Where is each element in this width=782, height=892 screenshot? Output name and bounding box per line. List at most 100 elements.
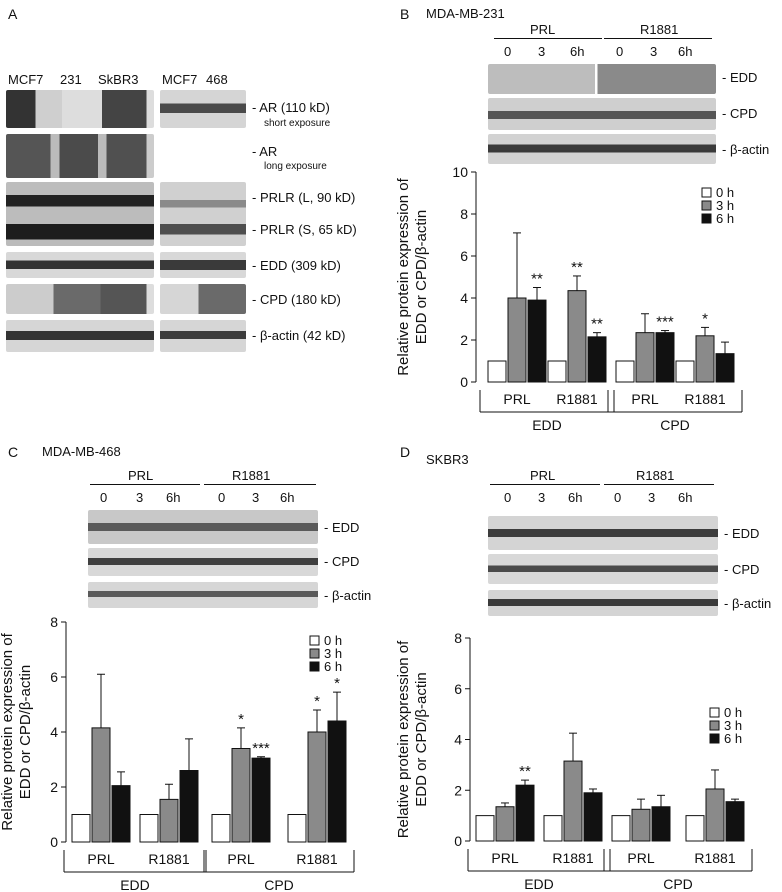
panel-c-letter: C — [8, 444, 19, 460]
header-rule-prl — [494, 38, 602, 39]
blot-c-cpd — [88, 548, 318, 576]
bar — [631, 808, 651, 842]
y-tick-label: 10 — [452, 164, 468, 180]
group-label: CPD — [660, 417, 690, 433]
legend-swatch — [309, 635, 320, 646]
bar — [71, 814, 91, 843]
header-rule-r1881 — [604, 38, 712, 39]
y-axis-label: Relative protein expression of — [395, 640, 412, 838]
category-label: PRL — [503, 391, 530, 407]
y-tick-label: 6 — [460, 248, 468, 264]
panel-b-letter: B — [400, 6, 410, 22]
bar — [567, 290, 587, 383]
blot-cpd-right — [160, 284, 246, 314]
legend-label: 0 h — [324, 633, 342, 648]
lane-label-skbr3: SkBR3 — [98, 72, 139, 87]
d-rule-r1881 — [604, 484, 714, 485]
bar — [179, 770, 199, 843]
blot-d-label-cpd: - CPD — [724, 562, 760, 577]
bar — [287, 814, 307, 843]
bar — [111, 785, 131, 843]
c-time-6h: 6h — [166, 490, 181, 505]
bar — [705, 788, 725, 842]
bar — [675, 360, 695, 383]
group-label: CPD — [663, 876, 693, 892]
band-label-edd: - EDD (309 kD) — [252, 258, 341, 273]
c-time-3: 3 — [136, 490, 144, 505]
legend-label: 3 h — [324, 646, 342, 661]
d-rule-prl — [490, 484, 600, 485]
d-time-3: 3 — [538, 490, 546, 505]
panel-d: D SKBR3 PRL R1881 0 3 6h 0 3 6h - EDD - … — [392, 440, 782, 892]
y-tick-label: 4 — [454, 732, 462, 748]
blot-prlr-right — [160, 182, 246, 246]
category-label: R1881 — [684, 391, 725, 407]
category-label: R1881 — [694, 850, 735, 866]
panel-a: A MCF7 231 SkBR3 MCF7 468 - AR (110 kD) … — [0, 0, 390, 360]
significance-mark: * — [314, 693, 320, 710]
blot-d-header-prl: PRL — [530, 468, 556, 483]
category-label: PRL — [87, 851, 114, 867]
legend-swatch — [701, 187, 712, 198]
legend-label: 3 h — [716, 198, 734, 213]
d-time-6h-r: 6h — [678, 490, 693, 505]
d-time-3-r: 3 — [648, 490, 656, 505]
category-label: PRL — [627, 850, 654, 866]
y-tick-label: 4 — [50, 724, 58, 740]
bar — [231, 748, 251, 843]
blot-d-header-r1881: R1881 — [636, 468, 675, 483]
legend-label: 6 h — [716, 211, 734, 226]
bar — [507, 297, 527, 383]
significance-mark: ** — [571, 259, 583, 276]
panel-a-letter: A — [8, 6, 18, 22]
blot-edd-left — [6, 252, 154, 278]
chart-c: 0 2 4 6 8 Relative protein expression of EDD o… — [0, 614, 355, 892]
blot-b-label-cpd: - CPD — [722, 106, 758, 121]
bar — [251, 757, 271, 843]
bar — [655, 332, 675, 383]
c-time-6h-r: 6h — [280, 490, 295, 505]
panel-c-cell-line: MDA-MB-468 — [42, 444, 121, 459]
panel-d-cell-line: SKBR3 — [426, 452, 469, 467]
blot-cpd-left — [6, 284, 154, 314]
c-rule-r1881 — [204, 484, 316, 485]
y-tick-label: 8 — [454, 630, 462, 646]
bar — [685, 815, 705, 842]
blot-b-label-actin: - β-actin — [722, 142, 770, 157]
time-6h-r: 6h — [678, 44, 693, 59]
legend-label: 6 h — [724, 731, 742, 746]
band-label-cpd: - CPD (180 kD) — [252, 292, 341, 307]
bar — [611, 815, 631, 842]
bar — [543, 815, 563, 842]
legend-swatch — [701, 200, 712, 211]
y-tick-label: 0 — [460, 374, 468, 390]
band-sub-ar-long: long exposure — [264, 161, 327, 172]
blot-prlr-left — [6, 182, 154, 246]
y-axis-label-group: Relative protein expression of EDD or CPD… — [0, 632, 34, 830]
y-axis-label: EDD or CPD/β-actin — [413, 672, 430, 807]
d-time-6h: 6h — [568, 490, 583, 505]
blot-header-prl: PRL — [530, 22, 556, 37]
bar — [327, 720, 347, 843]
legend-label: 0 h — [724, 705, 742, 720]
time-0: 0 — [504, 44, 512, 59]
c-time-3-r: 3 — [252, 490, 260, 505]
blot-actin-left — [6, 320, 154, 352]
y-axis-label: EDD or CPD/β-actin — [17, 665, 34, 800]
legend-swatch — [309, 648, 320, 659]
band-label-prlr-s: - PRLR (S, 65 kD) — [252, 222, 357, 237]
y-tick-label: 2 — [50, 779, 58, 795]
significance-mark: * — [238, 711, 244, 728]
d-time-0: 0 — [504, 490, 512, 505]
blot-edd-right — [160, 252, 246, 278]
y-tick-label: 4 — [460, 290, 468, 306]
d-time-0-r: 0 — [614, 490, 622, 505]
category-label: PRL — [227, 851, 254, 867]
blot-c-header-prl: PRL — [128, 468, 154, 483]
group-label: EDD — [532, 417, 562, 433]
y-tick-label: 8 — [460, 206, 468, 222]
time-3: 3 — [538, 44, 546, 59]
blot-c-edd — [88, 510, 318, 544]
time-3-r: 3 — [650, 44, 658, 59]
